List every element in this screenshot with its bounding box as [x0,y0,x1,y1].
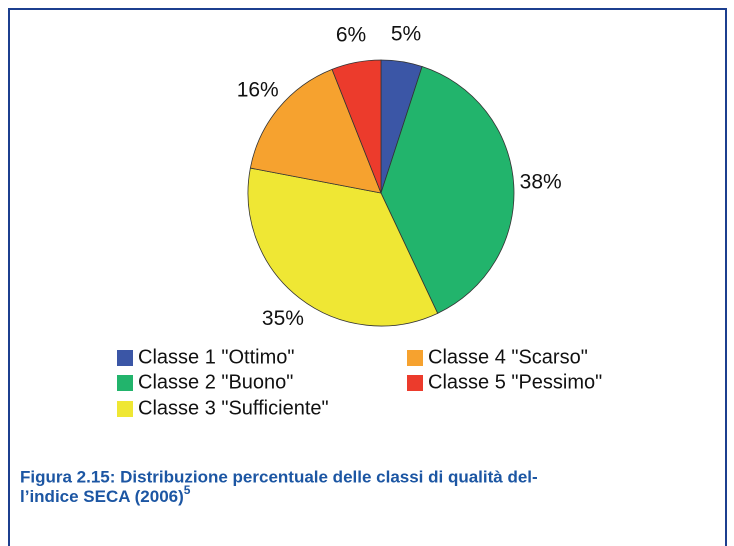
caption-note: 5 [184,483,191,497]
value-label: 35% [262,307,304,330]
pie-slice [331,59,382,194]
legend-label: Classe 5 "Pessimo" [428,371,602,393]
value-label: 16% [237,79,279,102]
value-label: 5% [391,23,421,46]
caption-line: Figura 2.15: Distribuzione percentuale d… [20,467,538,486]
pie-slice [380,66,515,314]
legend-label: Classe 3 "Sufficiente" [138,397,329,419]
frame [8,8,727,546]
pie-slice [247,167,439,327]
legend-label: Classe 2 "Buono" [138,371,293,393]
caption-line: l’indice SECA (2006)5 [20,483,191,506]
value-label: 6% [336,23,366,46]
legend-swatch [407,375,423,391]
caption-text: l’indice SECA (2006) [20,487,184,506]
legend-swatch [117,401,133,417]
pie-slice [249,68,382,194]
legend-swatch [117,350,133,366]
legend-swatch [117,375,133,391]
legend-label: Classe 1 "Ottimo" [138,346,294,368]
legend-label: Classe 4 "Scarso" [428,346,588,368]
value-label: 38% [520,171,562,194]
legend-swatch [407,350,423,366]
